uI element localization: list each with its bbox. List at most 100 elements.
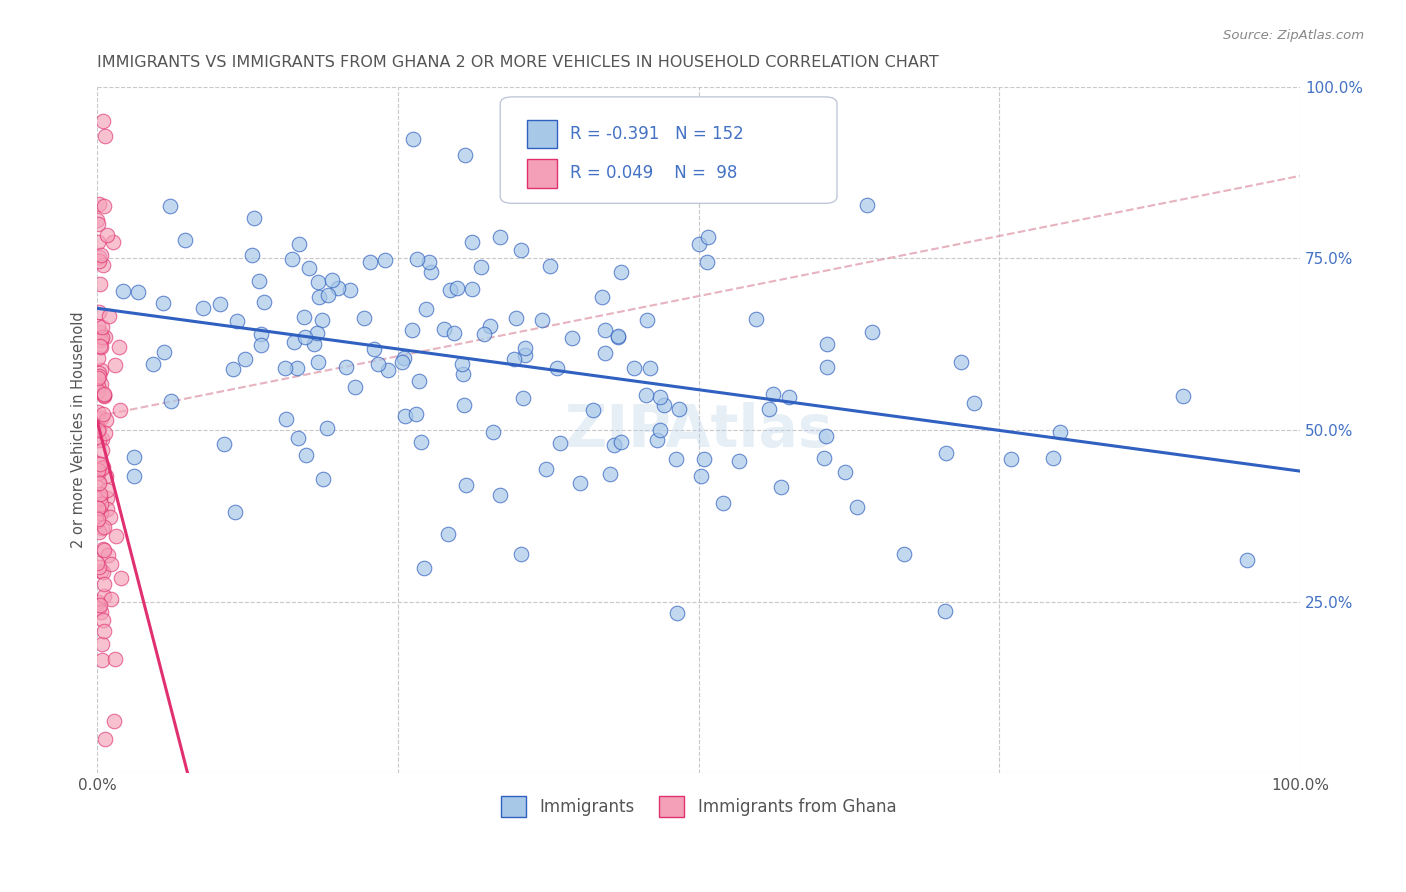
Point [90, 443, 112, 458]
Point [127, 285, 149, 299]
Point [648, 423, 671, 437]
Point [581, 402, 603, 417]
Point [595, 323, 617, 337]
Point [160, 393, 183, 408]
Point [815, 337, 838, 351]
Point [405, 252, 427, 267]
Point [652, 398, 675, 412]
Point [191, 301, 214, 315]
Point [90, 460, 112, 475]
Point [450, 357, 472, 371]
Point [813, 451, 835, 466]
Point [394, 409, 416, 423]
Point [152, 296, 174, 310]
Point [321, 273, 343, 287]
Point [697, 230, 720, 244]
Point [696, 255, 718, 269]
Point [87, 501, 110, 516]
Point [104, 358, 127, 372]
Bar [527, 120, 557, 148]
Point [1173, 389, 1195, 403]
Point [87, 422, 110, 436]
Point [814, 429, 837, 443]
Point [122, 469, 145, 483]
Point [935, 446, 957, 460]
Point [963, 395, 986, 409]
Point [90, 333, 112, 347]
Point [446, 281, 468, 295]
Point [87, 235, 110, 250]
Point [87, 405, 110, 419]
Point [353, 311, 375, 326]
Point [93, 624, 115, 639]
Point [307, 326, 329, 340]
Point [90, 248, 112, 262]
Point [224, 505, 246, 519]
Point [250, 338, 273, 352]
Point [595, 346, 617, 360]
Point [690, 468, 713, 483]
Point [297, 260, 319, 275]
Point [174, 233, 197, 247]
Point [91, 258, 114, 272]
Point [91, 459, 114, 474]
Point [93, 388, 115, 402]
Point [97, 548, 120, 562]
Point [87, 434, 110, 448]
Point [91, 565, 114, 579]
Point [90, 497, 112, 511]
Point [87, 384, 110, 398]
Point [728, 454, 751, 468]
Point [489, 488, 512, 502]
Point [548, 436, 571, 450]
Point [159, 199, 181, 213]
Point [328, 281, 350, 295]
Point [308, 290, 330, 304]
Point [93, 389, 115, 403]
Point [409, 435, 432, 450]
Point [94, 412, 117, 426]
Point [89, 525, 111, 540]
Point [599, 467, 621, 481]
Point [648, 390, 671, 404]
Point [1042, 450, 1064, 465]
Point [93, 732, 115, 747]
Point [401, 322, 423, 336]
Point [609, 265, 631, 279]
Point [374, 253, 396, 268]
Point [762, 387, 785, 401]
Point [420, 265, 443, 279]
Point [405, 407, 427, 421]
Point [568, 475, 591, 490]
Point [1236, 553, 1258, 567]
Text: R = 0.049    N =  98: R = 0.049 N = 98 [569, 164, 737, 182]
Point [437, 527, 460, 541]
Point [634, 388, 657, 402]
Point [89, 339, 111, 353]
Point [89, 366, 111, 380]
Point [377, 363, 399, 377]
Point [93, 387, 115, 401]
Point [433, 322, 456, 336]
Point [89, 491, 111, 505]
Point [212, 437, 235, 451]
Point [90, 506, 112, 520]
Point [415, 302, 437, 317]
Point [90, 564, 112, 578]
Point [90, 363, 112, 377]
Point [87, 378, 110, 392]
Point [744, 312, 766, 326]
Point [103, 235, 125, 249]
Point [250, 327, 273, 342]
Point [315, 421, 337, 435]
Point [534, 462, 557, 476]
Point [93, 198, 115, 212]
Point [443, 326, 465, 340]
Point [283, 335, 305, 350]
Point [513, 341, 536, 355]
Point [96, 228, 118, 243]
Point [87, 250, 110, 264]
Point [541, 145, 564, 159]
Point [93, 520, 115, 534]
Point [87, 456, 110, 470]
